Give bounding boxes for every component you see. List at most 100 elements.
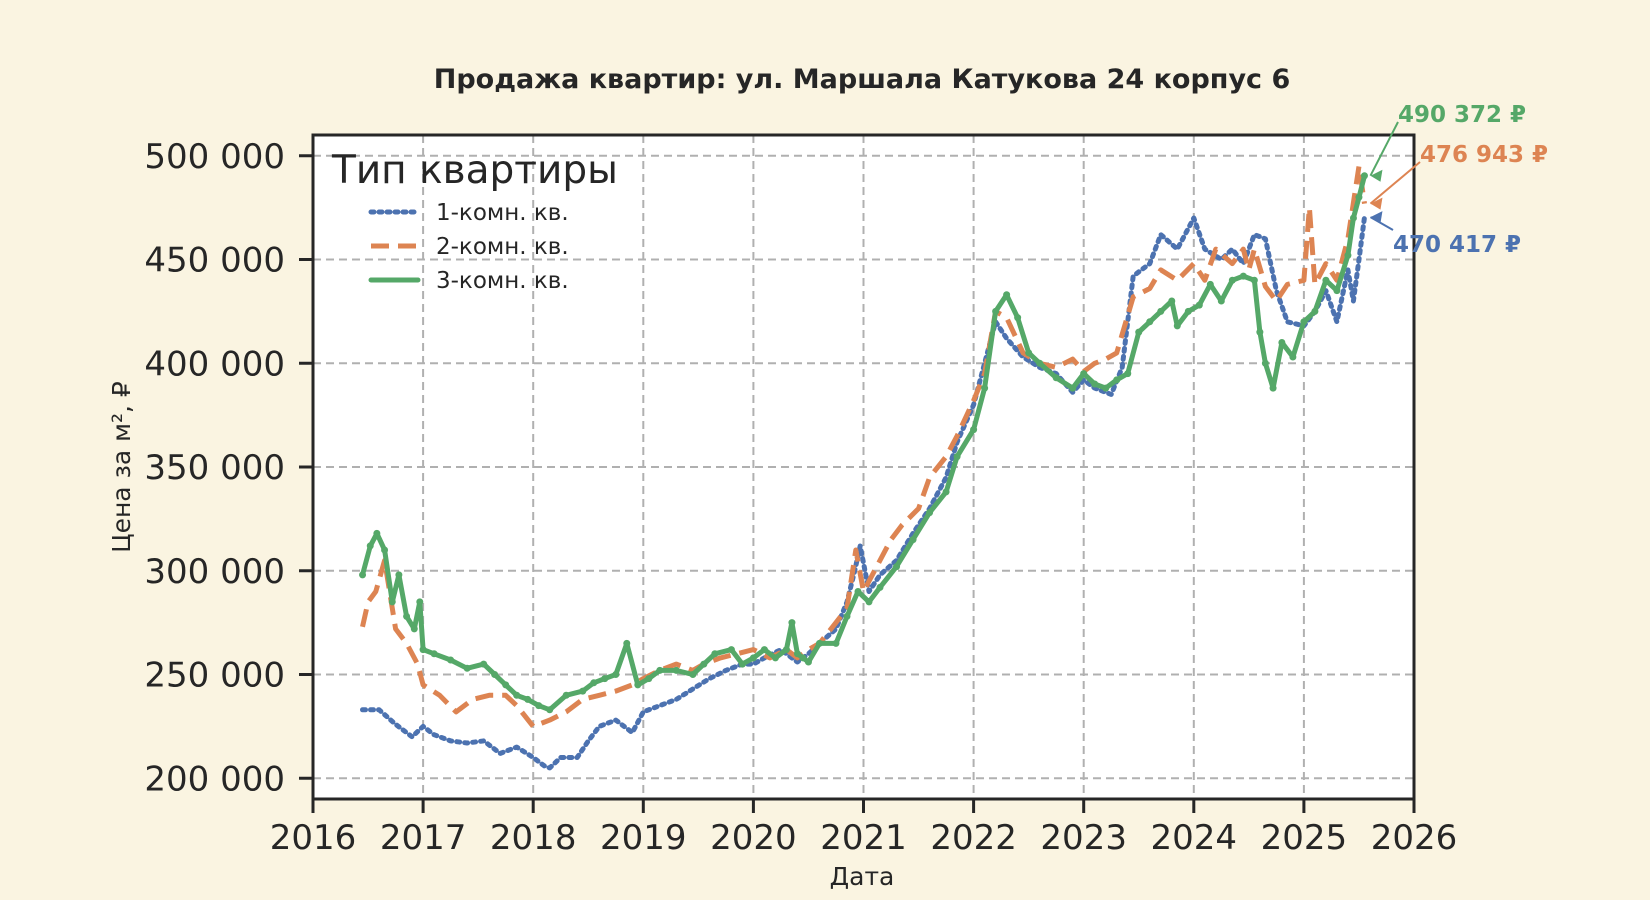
series-point-3	[1124, 370, 1132, 378]
end-label-3: 490 372 ₽	[1398, 102, 1526, 128]
series-point-3	[689, 671, 697, 678]
series-point-3	[601, 675, 609, 683]
series-point-3	[381, 546, 389, 554]
series-point-3	[546, 706, 554, 714]
y-tick-label: 300 000	[144, 552, 285, 592]
x-tick-label: 2024	[1151, 818, 1238, 858]
series-point-3	[1080, 370, 1088, 378]
series-point-3	[771, 654, 779, 662]
x-tick-label: 2026	[1371, 818, 1458, 858]
series-point-3	[1069, 384, 1077, 392]
series-point-3	[672, 666, 680, 674]
series-point-3	[535, 702, 543, 710]
series-point-3	[893, 563, 901, 571]
x-tick-label: 2023	[1040, 818, 1127, 858]
series-point-3	[1300, 318, 1308, 326]
end-label-2: 476 943 ₽	[1420, 142, 1548, 168]
series-point-3	[388, 598, 396, 606]
x-tick-label: 2022	[930, 818, 1017, 858]
series-point-3	[793, 650, 801, 658]
series-point-3	[1102, 384, 1110, 392]
end-label-arrowhead-1	[1370, 211, 1383, 224]
end-labels: 470 417 ₽ 476 943 ₽ 490 372 ₽	[1369, 102, 1548, 258]
series-point-3	[403, 612, 411, 620]
y-axis-label: Цена за м², ₽	[107, 381, 136, 553]
series-point-3	[1261, 359, 1269, 367]
series-point-3	[1113, 376, 1121, 384]
series-point-3	[359, 571, 367, 579]
series-layer	[359, 163, 1368, 771]
series-point-3	[1289, 353, 1297, 361]
series-point-3	[749, 654, 757, 662]
y-tick-label: 450 000	[144, 241, 285, 281]
series-point-3	[480, 660, 488, 668]
series-point-3	[656, 666, 664, 674]
series-point-3	[1278, 339, 1286, 346]
series-point-3	[1025, 349, 1033, 357]
series-point-3	[513, 691, 521, 699]
series-point-3	[645, 675, 653, 683]
series-line-1	[360, 214, 1367, 771]
chart-title: Продажа квартир: ул. Маршала Катукова 24…	[434, 64, 1291, 95]
series-point-3	[502, 681, 510, 689]
series-point-3	[1014, 314, 1022, 322]
x-tick-label: 2019	[600, 818, 687, 858]
series-point-3	[854, 588, 862, 595]
series-point-3	[804, 658, 812, 666]
series-point-3	[1355, 193, 1363, 201]
x-axis-label: Дата	[830, 862, 895, 891]
series-point-3	[524, 695, 532, 703]
series-point-3	[373, 529, 381, 537]
end-label-1: 470 417 ₽	[1393, 232, 1521, 258]
series-point-3	[926, 509, 934, 517]
series-point-3	[700, 660, 708, 668]
series-point-3	[416, 598, 424, 606]
series-point-3	[562, 691, 570, 699]
series-point-3	[1360, 172, 1368, 180]
series-point-3	[865, 598, 873, 606]
series-point-3	[1168, 297, 1176, 305]
x-tick-label: 2017	[380, 818, 467, 858]
series-point-3	[782, 646, 790, 654]
series-point-3	[981, 384, 989, 392]
series-point-3	[992, 307, 1000, 315]
series-point-3	[1344, 251, 1352, 259]
series-point-3	[623, 639, 631, 647]
series-point-3	[590, 679, 598, 687]
series-point-3	[395, 571, 403, 579]
series-point-3	[1250, 276, 1258, 284]
end-label-arrow-2	[1369, 161, 1421, 205]
series-point-3	[942, 488, 950, 496]
y-tick-label: 250 000	[144, 656, 285, 696]
series-point-3	[410, 625, 418, 633]
series-point-3	[1206, 280, 1214, 288]
series-point-3	[419, 646, 427, 654]
series-point-3	[727, 646, 735, 654]
series-point-3	[1322, 276, 1330, 284]
series-point-3	[738, 660, 746, 668]
y-tick-label: 500 000	[144, 137, 285, 177]
series-point-3	[1091, 380, 1099, 388]
series-point-3	[1349, 214, 1357, 222]
legend: Тип квартиры 1-комн. кв. 2-комн. кв. 3-ком…	[331, 148, 618, 294]
series-point-3	[1157, 307, 1165, 315]
series-point-3	[491, 671, 499, 678]
series-point-3	[1228, 276, 1236, 284]
series-point-3	[760, 646, 768, 654]
series-point-3	[1217, 297, 1225, 305]
series-point-3	[1052, 374, 1060, 382]
series-point-3	[1135, 328, 1143, 336]
series-point-3	[1311, 307, 1319, 315]
legend-label-2: 2-комн. кв.	[436, 234, 569, 260]
series-point-3	[843, 612, 851, 620]
x-tick-label: 2021	[820, 818, 907, 858]
x-tick-label: 2020	[710, 818, 797, 858]
y-tick-label: 350 000	[144, 448, 285, 488]
series-point-3	[832, 639, 840, 647]
x-tick-label: 2018	[490, 818, 577, 858]
series-point-3	[788, 619, 796, 627]
series-point-3	[815, 639, 823, 647]
end-label-arrow-3	[1369, 121, 1399, 177]
ticks: 2016 2017 2018 2019 2020 2021 2022 2023 2024 2025…	[144, 137, 1457, 858]
series-point-3	[430, 650, 438, 658]
